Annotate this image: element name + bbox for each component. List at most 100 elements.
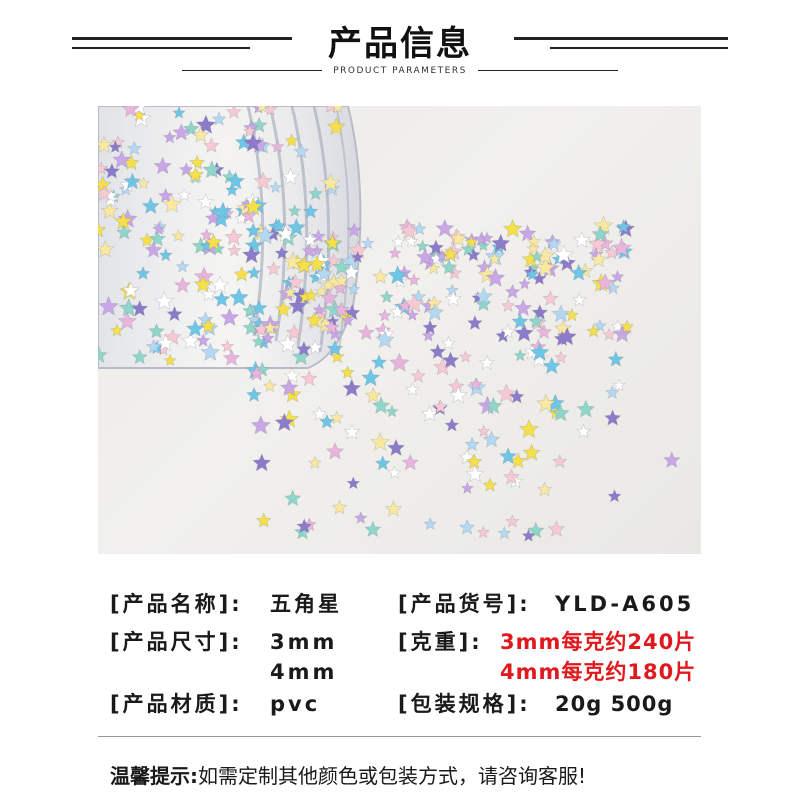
subtitle-line-left <box>182 70 322 71</box>
star-sequin <box>103 162 121 179</box>
star-sequin <box>333 301 350 318</box>
star-sequin <box>271 218 287 233</box>
star-sequin <box>500 323 516 339</box>
star-sequin <box>319 413 335 429</box>
star-sequin <box>288 296 308 315</box>
star-sequin <box>152 222 166 235</box>
star-sequin <box>224 182 240 197</box>
star-sequin <box>277 334 298 353</box>
star-sequin <box>220 339 235 353</box>
star-sequin <box>286 217 306 236</box>
star-sequin <box>266 261 282 276</box>
star-sequin <box>284 133 299 147</box>
star-sequin <box>474 286 494 305</box>
star-sequin <box>186 165 205 183</box>
star-sequin <box>283 285 297 299</box>
star-sequin <box>116 224 133 240</box>
star-sequin <box>475 295 492 312</box>
spec-size-value-1: 3mm <box>270 630 338 654</box>
star-sequin <box>387 465 402 479</box>
star-sequin <box>100 201 119 219</box>
star-sequin <box>98 161 109 175</box>
star-sequin <box>112 150 132 169</box>
star-sequin <box>284 489 302 507</box>
star-sequin <box>385 404 399 418</box>
star-sequin <box>222 349 241 366</box>
star-sequin <box>449 385 468 404</box>
star-sequin <box>374 455 391 471</box>
star-sequin <box>432 399 448 414</box>
star-sequin <box>504 283 521 299</box>
star-sequin <box>364 520 382 538</box>
star-sequin <box>283 367 301 384</box>
star-sequin <box>175 259 190 273</box>
star-sequin <box>302 231 319 247</box>
star-sequin <box>458 449 475 465</box>
star-sequin <box>226 106 242 119</box>
star-sequin <box>576 423 592 438</box>
star-sequin <box>156 333 175 351</box>
star-sequin <box>610 269 625 283</box>
star-sequin <box>401 453 419 471</box>
star-sequin <box>213 290 231 307</box>
star-sequin <box>485 267 506 287</box>
star-sequin <box>542 356 561 375</box>
star-sequin <box>496 383 517 403</box>
star-sequin <box>241 245 262 264</box>
star-sequin <box>391 235 405 248</box>
star-sequin <box>329 349 345 364</box>
star-sequin <box>98 221 107 238</box>
spec-weight-value-2: 4mm每克约180片 <box>500 660 697 684</box>
star-sequin <box>308 455 322 469</box>
star-sequin <box>386 438 406 456</box>
star-sequin <box>536 393 556 413</box>
star-sequins <box>98 106 681 542</box>
star-sequin <box>141 196 160 215</box>
star-sequin <box>274 300 293 317</box>
star-sequin <box>98 346 108 364</box>
star-sequin <box>260 330 275 345</box>
star-sequin <box>441 245 459 262</box>
star-sequin <box>351 250 365 263</box>
star-sequin <box>529 342 550 362</box>
star-sequin <box>340 365 355 379</box>
star-sequin <box>372 268 389 284</box>
star-sequin <box>246 265 262 280</box>
star-sequin <box>287 203 302 217</box>
star-sequin <box>445 283 459 297</box>
star-sequin <box>551 403 570 422</box>
spec-size-label: [产品尺寸]: <box>110 630 243 654</box>
star-sequin <box>357 324 375 341</box>
header-line-left-top <box>72 37 292 40</box>
star-sequin <box>121 106 141 118</box>
star-sequin <box>251 334 266 348</box>
star-sequin <box>321 278 336 292</box>
star-sequin <box>412 221 427 236</box>
star-sequin <box>347 282 361 295</box>
star-sequin <box>302 203 319 219</box>
star-sequin <box>285 323 303 341</box>
star-sequin <box>182 120 200 137</box>
star-sequin <box>572 292 587 307</box>
star-sequin <box>122 281 140 299</box>
star-sequin <box>612 378 626 392</box>
star-sequin <box>98 135 114 154</box>
star-sequin <box>415 239 430 253</box>
star-sequin <box>415 247 435 266</box>
star-sequin <box>518 224 537 242</box>
star-sequin <box>303 288 319 302</box>
star-sequin <box>501 298 516 312</box>
star-sequin <box>243 132 263 152</box>
star-sequin <box>320 288 339 306</box>
star-sequin <box>422 319 438 335</box>
star-sequin <box>315 264 333 282</box>
star-sequin <box>248 365 265 381</box>
star-sequin <box>389 352 410 372</box>
star-sequin <box>144 241 163 258</box>
star-sequin <box>270 139 285 153</box>
star-sequin <box>525 267 539 281</box>
star-sequin <box>354 511 368 524</box>
star-sequin <box>252 453 272 472</box>
spec-name-value: 五角星 <box>270 592 342 616</box>
star-sequin <box>255 512 272 528</box>
